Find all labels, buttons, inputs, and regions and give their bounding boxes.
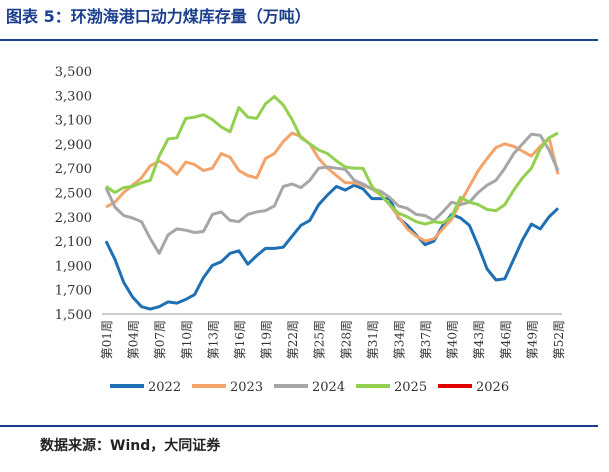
legend-label: 2025 <box>394 380 427 395</box>
x-tick-label: 第31周 <box>366 320 380 359</box>
x-tick-label: 第16周 <box>233 320 247 359</box>
x-tick-label: 第25周 <box>313 320 327 359</box>
x-tick-label: 第46周 <box>499 320 513 359</box>
legend-label: 2022 <box>148 380 181 395</box>
y-tick-label: 2,100 <box>55 235 92 250</box>
y-tick-label: 2,700 <box>55 162 92 177</box>
x-tick-label: 第10周 <box>180 320 194 359</box>
x-tick-label: 第40周 <box>446 320 460 359</box>
y-tick-label: 1,700 <box>55 284 92 299</box>
x-tick-label: 第13周 <box>206 320 220 359</box>
x-tick-label: 第01周 <box>100 320 114 359</box>
series-line <box>105 131 560 243</box>
x-tick-label: 第52周 <box>552 320 566 359</box>
legend-label: 2023 <box>230 380 263 395</box>
x-tick-label: 第34周 <box>392 320 406 359</box>
y-tick-label: 2,300 <box>55 211 92 226</box>
x-tick-label: 第19周 <box>260 320 274 359</box>
x-tick-label: 第43周 <box>472 320 486 359</box>
x-tick-label: 第28周 <box>339 320 353 359</box>
legend-label: 2024 <box>312 380 345 395</box>
series-line <box>104 132 560 255</box>
y-tick-label: 2,500 <box>55 187 92 202</box>
x-tick-label: 第37周 <box>419 320 433 359</box>
source-note: 数据来源：Wind，大同证券 <box>40 437 221 454</box>
chart-title: 图表 5：环渤海港口动力煤库存量（万吨） <box>6 7 311 26</box>
y-tick-label: 3,100 <box>55 114 92 129</box>
legend-label: 2026 <box>476 380 509 395</box>
y-tick-label: 3,500 <box>55 65 92 80</box>
y-tick-label: 1,900 <box>55 259 92 274</box>
y-tick-label: 3,300 <box>55 89 92 104</box>
y-tick-label: 2,900 <box>55 138 92 153</box>
series-line <box>104 183 560 311</box>
x-tick-label: 第49周 <box>525 320 539 359</box>
series-line <box>105 95 559 226</box>
x-tick-label: 第04周 <box>127 320 141 359</box>
x-tick-label: 第22周 <box>286 320 300 359</box>
y-tick-label: 1,500 <box>55 308 92 323</box>
x-tick-label: 第07周 <box>153 320 167 359</box>
